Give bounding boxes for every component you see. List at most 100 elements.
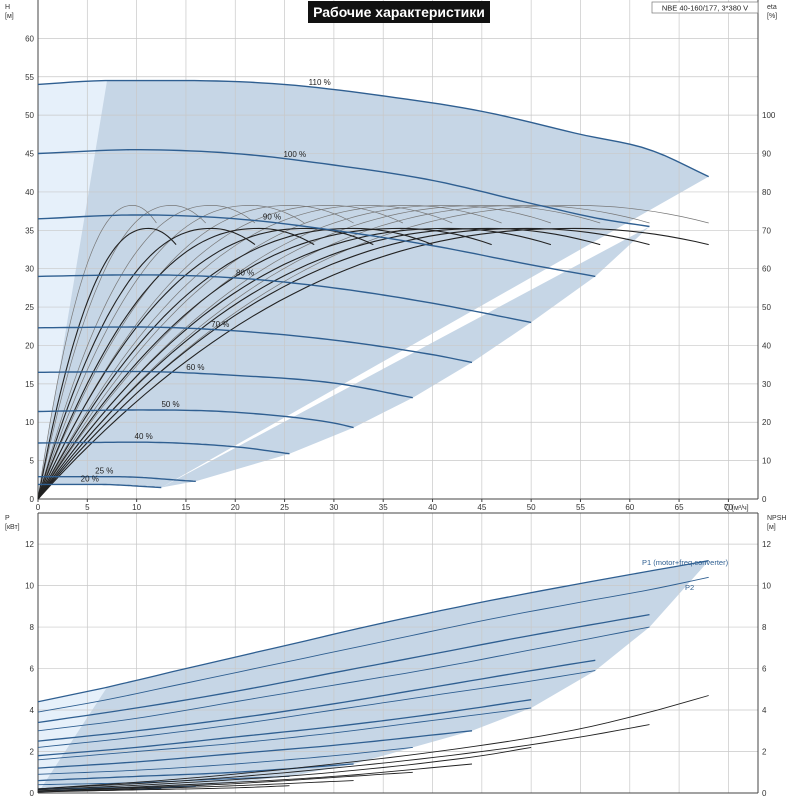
y2-axis-label: eta <box>767 4 777 11</box>
y-tick-label: 35 <box>25 226 34 235</box>
y-tick-label: 25 <box>25 303 34 312</box>
x-tick-label: 40 <box>428 503 437 512</box>
speed-label: 90 % <box>263 212 281 221</box>
head-curve <box>38 370 413 399</box>
y2-axis-unit: [м] <box>767 524 776 531</box>
efficiency-curve <box>37 227 315 500</box>
y-tick-label: 5 <box>30 457 35 466</box>
x-axis-label: Q <box>724 503 730 512</box>
y-tick-label: 20 <box>25 341 34 350</box>
speed-label: 70 % <box>211 320 229 329</box>
p1-label: P1 (motor+freq.converter) <box>642 558 729 567</box>
x-tick-label: 25 <box>280 503 289 512</box>
head-curve <box>37 79 709 178</box>
y-tick-label: 4 <box>30 706 35 715</box>
speed-label: 80 % <box>236 269 254 278</box>
operating-range-area <box>38 80 709 488</box>
y2-tick-label: 8 <box>762 623 767 632</box>
y-tick-label: 45 <box>25 150 34 159</box>
y-tick-label: 12 <box>25 540 34 549</box>
y-tick-label: 0 <box>30 789 35 798</box>
y-axis-unit: [м] <box>5 13 14 20</box>
head-curve <box>37 149 650 228</box>
x-tick-label: 50 <box>527 503 536 512</box>
power-curve <box>37 730 473 769</box>
head-curve <box>38 476 196 482</box>
x-tick-label: 10 <box>132 503 141 512</box>
model-label: NBE 40-160/177, 3*380 V <box>662 4 748 13</box>
speed-label: 50 % <box>161 400 179 409</box>
y2-tick-label: 80 <box>762 188 771 197</box>
speed-label: 20 % <box>81 474 99 483</box>
npsh-curve <box>37 724 650 790</box>
power-curve <box>37 613 650 724</box>
y-tick-label: 10 <box>25 582 34 591</box>
npsh-curve <box>37 771 413 792</box>
speed-label: 60 % <box>186 363 204 372</box>
efficiency-curve <box>37 205 404 500</box>
y2-tick-label: 30 <box>762 380 771 389</box>
y2-tick-label: 10 <box>762 582 771 591</box>
head-curve <box>37 214 596 278</box>
npsh-curve <box>37 785 290 793</box>
y2-tick-label: 0 <box>762 495 767 504</box>
head-curve <box>37 441 290 455</box>
speed-label: 40 % <box>135 432 153 441</box>
y2-tick-label: 60 <box>762 265 771 274</box>
x-tick-label: 55 <box>576 503 585 512</box>
y2-tick-label: 50 <box>762 303 771 312</box>
x-tick-label: 5 <box>85 503 90 512</box>
y2-tick-label: 70 <box>762 226 771 235</box>
y2-tick-label: 100 <box>762 111 776 120</box>
speed-label: 100 % <box>283 150 306 159</box>
efficiency-curve <box>37 205 354 500</box>
x-tick-label: 30 <box>329 503 338 512</box>
power-npsh-chart: 0 0 2 2 4 4 6 6 8 8 10 10 12 12 P [кВт] NPSH [м] P1 (motor… <box>5 512 786 798</box>
power-curve <box>37 560 709 703</box>
y-tick-label: 8 <box>30 623 35 632</box>
y-axis-label: P <box>5 515 10 522</box>
y-tick-label: 40 <box>25 188 34 197</box>
power-range-area <box>38 560 709 791</box>
y-tick-label: 55 <box>25 73 34 82</box>
x-axis-unit: [м³/ч] <box>732 505 749 512</box>
x-tick-label: 0 <box>36 503 41 512</box>
y2-tick-label: 10 <box>762 457 771 466</box>
efficiency-curve <box>37 227 433 500</box>
efficiency-curve <box>37 227 374 500</box>
x-tick-label: 20 <box>231 503 240 512</box>
power-curve <box>37 670 596 748</box>
efficiency-curve <box>37 227 177 500</box>
model-label-border <box>651 1 759 14</box>
y2-tick-label: 40 <box>762 341 771 350</box>
y2-axis-unit: [%] <box>767 13 777 20</box>
power-curve <box>37 576 709 713</box>
title-background <box>308 1 490 23</box>
power-curve <box>37 699 532 757</box>
y2-tick-label: 0 <box>762 789 767 798</box>
p2-label: P2 <box>685 583 694 592</box>
y2-tick-label: 4 <box>762 706 767 715</box>
y2-tick-label: 20 <box>762 418 771 427</box>
npsh-curve <box>37 780 354 793</box>
y-tick-label: 50 <box>25 111 34 120</box>
efficiency-curve <box>37 205 206 500</box>
y-tick-label: 0 <box>30 495 35 504</box>
y-tick-label: 2 <box>30 748 35 757</box>
y-axis-label: H <box>5 4 10 11</box>
x-tick-label: 60 <box>625 503 634 512</box>
efficiency-curve <box>37 205 157 500</box>
y-tick-label: 60 <box>25 34 34 43</box>
y-tick-label: 15 <box>25 380 34 389</box>
y2-tick-label: 12 <box>762 540 771 549</box>
x-tick-label: 15 <box>181 503 190 512</box>
x-tick-label: 45 <box>477 503 486 512</box>
y-tick-label: 30 <box>25 265 34 274</box>
y2-tick-label: 90 <box>762 150 771 159</box>
power-curve <box>37 707 532 761</box>
head-efficiency-chart: 0 5 10 15 20 25 30 35 40 45 50 55 60 65 70 5 10 15 20 25 30 3… <box>5 0 777 512</box>
efficiency-curve <box>37 227 709 500</box>
power-curve <box>37 746 413 775</box>
y2-tick-label: 2 <box>762 748 767 757</box>
